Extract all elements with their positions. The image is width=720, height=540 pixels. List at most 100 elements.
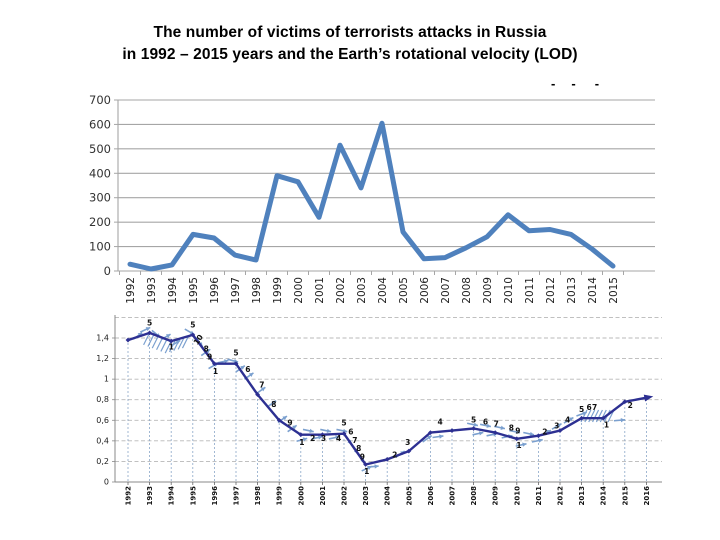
top-xtick-label: 2007 [440, 277, 452, 304]
lod-xtick-label: 2000 [297, 486, 305, 506]
event-arrow-icon [260, 387, 266, 392]
event-number-label: 1 [169, 342, 174, 351]
lod-drop-lines [127, 335, 647, 481]
lod-xtick-label: 2012 [557, 486, 565, 506]
top-xtick-label: 2004 [377, 277, 389, 304]
victims-chart-container: 0 100 200 300 400 500 600 700 1992 1993 1994 1995 19… [60, 85, 670, 310]
top-ytick-label: 700 [89, 93, 111, 107]
top-xtick-label: 2008 [461, 277, 473, 304]
top-xtick-label: 1998 [251, 277, 263, 304]
event-number-label: 5 [471, 415, 476, 424]
top-ytick-label: 600 [89, 117, 111, 131]
event-arrow-icon [538, 438, 543, 443]
top-xtick-label: 2014 [587, 277, 599, 304]
event-number-label: 7 [494, 419, 499, 428]
event-number-label: 5 [147, 319, 152, 328]
event-arrow-icon [620, 417, 625, 423]
lod-xtick-label: 2003 [362, 486, 370, 506]
event-arrow-icon [556, 423, 562, 428]
event-arrow-icon [271, 400, 277, 405]
event-number-label: 7 [259, 380, 264, 389]
legend-dash-3: - [594, 76, 600, 91]
event-arrow-icon [486, 423, 491, 428]
event-number-label: 5 [190, 321, 195, 330]
lod-ytick-label: 0,4 [96, 436, 109, 445]
event-number-label: 8 [271, 400, 276, 409]
event-number-label: 8 [356, 444, 361, 453]
legend-dash-2: - [571, 76, 576, 91]
event-arrow-icon [374, 464, 379, 469]
top-ytick-label: 300 [89, 191, 111, 205]
event-arrow-icon [224, 359, 229, 364]
event-arrow-icon [175, 340, 181, 345]
lod-ytick-label: 0 [104, 478, 109, 487]
event-arrow-icon [335, 435, 340, 440]
event-arrow-icon [582, 411, 587, 416]
event-number-label: 9 [360, 452, 365, 461]
lod-xtick-label: 2010 [513, 486, 521, 506]
event-arrow-icon [439, 434, 444, 439]
lod-xtick-label: 2006 [427, 486, 435, 506]
event-number-label: 8 [509, 424, 514, 433]
top-gridlines [118, 99, 655, 272]
event-arrow-icon [500, 425, 505, 430]
event-number-label: 2 [542, 428, 547, 437]
slide-title: The number of victims of terrorists atta… [20, 22, 680, 66]
event-number-label: 3 [554, 422, 559, 431]
top-ytick-label: 0 [104, 264, 111, 278]
event-arrow-icon [529, 431, 535, 437]
lod-xtick-label: 2015 [621, 486, 629, 506]
top-xtick-label: 2001 [314, 277, 326, 304]
top-xtick-label: 1993 [146, 277, 158, 304]
event-arrow-icon [326, 428, 332, 434]
lod-xtick-label: 2013 [578, 486, 586, 506]
event-arrow-icon [165, 334, 171, 339]
event-arrow-icon [248, 372, 254, 377]
event-number-label: 4 [336, 434, 341, 443]
lod-axes [112, 315, 662, 485]
event-number-label: 5 [579, 405, 584, 414]
lod-xtick-label: 1994 [168, 486, 176, 506]
top-xtick-label: 1994 [167, 277, 179, 304]
lod-ytick-label: 1 [104, 375, 109, 384]
event-number-label: 7 [352, 436, 357, 445]
event-number-label: 1 [516, 441, 521, 450]
lod-xtick-label: 1996 [211, 486, 219, 506]
event-number-label: 2 [628, 401, 633, 410]
event-number-label: 7 [592, 403, 597, 412]
lod-xtick-label: 1999 [276, 486, 284, 506]
event-arrow-icon [240, 365, 245, 370]
event-arrow-icon [522, 442, 527, 447]
event-number-label: 3 [405, 438, 410, 447]
lod-ytick-label: 1,4 [96, 333, 109, 342]
event-arrow-icon [309, 428, 314, 434]
lod-xtick-label: 2016 [643, 486, 651, 506]
event-arrow-icon [427, 435, 432, 440]
event-number-label: 4 [565, 415, 570, 424]
event-arrow-icon [205, 349, 211, 354]
lod-xtick-label: 1993 [146, 486, 154, 506]
event-arrow-icon [568, 417, 574, 422]
event-arrow-icon [292, 425, 297, 430]
event-arrow-icon [473, 422, 478, 427]
top-xtick-label: 1997 [230, 277, 242, 304]
top-ytick-label: 400 [89, 166, 111, 180]
slide-title-line-1: The number of victims of terrorists atta… [153, 24, 547, 41]
top-xtick-label: 2013 [566, 277, 578, 304]
top-ytick-label: 500 [89, 142, 111, 156]
event-number-label: 8 [204, 344, 209, 353]
victims-line-series [127, 120, 616, 272]
top-xtick-label: 1995 [188, 277, 200, 304]
legend-dash-1: - [551, 76, 556, 91]
event-arrow-icon [282, 416, 287, 421]
event-number-label: 1 [604, 420, 609, 429]
top-xtick-label: 2011 [524, 277, 536, 304]
event-number-label: 9 [287, 418, 292, 427]
event-number-label: 6 [587, 403, 592, 412]
lod-xtick-label: 1998 [254, 486, 262, 506]
event-number-label: 2 [392, 450, 397, 459]
lod-xtick-label: 2008 [470, 486, 478, 506]
top-xtick-label: 2010 [503, 277, 515, 304]
